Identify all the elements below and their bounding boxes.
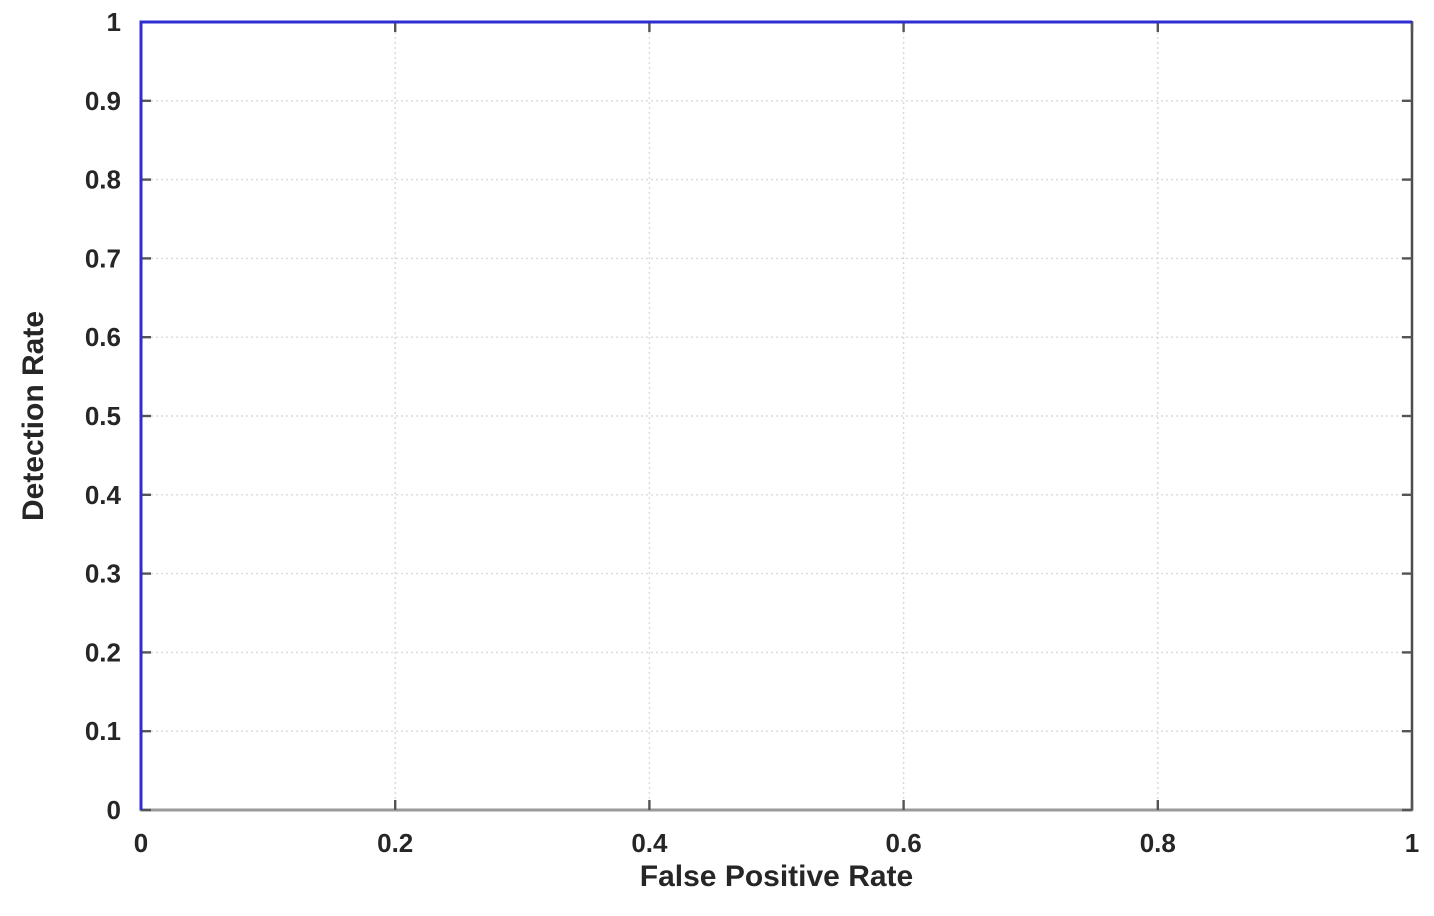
y-tick-label: 0.6	[85, 322, 121, 352]
series-roc-curve	[139, 20, 1412, 810]
x-tick-label: 0	[134, 828, 148, 858]
y-tick-label: 0.8	[85, 165, 121, 195]
y-axis-label: Detection Rate	[17, 310, 50, 522]
y-tick-label: 0.7	[85, 243, 121, 273]
x-tick-label: 1	[1405, 828, 1419, 858]
y-tick-label: 0.2	[85, 637, 121, 667]
x-tick-label: 0.8	[1140, 828, 1176, 858]
y-tick-label: 0.1	[85, 716, 121, 746]
x-tick-label: 0.2	[377, 828, 413, 858]
x-tick-label: 0.6	[886, 828, 922, 858]
y-tick-label: 0	[107, 795, 121, 825]
y-tick-label: 0.4	[85, 480, 122, 510]
y-tick-label: 0.3	[85, 559, 121, 589]
y-tick-label: 0.5	[85, 401, 121, 431]
x-axis-label: False Positive Rate	[639, 860, 914, 893]
y-tick-label: 0.9	[85, 86, 121, 116]
y-tick-label: 1	[107, 7, 121, 37]
x-tick-label: 0.4	[631, 828, 668, 858]
